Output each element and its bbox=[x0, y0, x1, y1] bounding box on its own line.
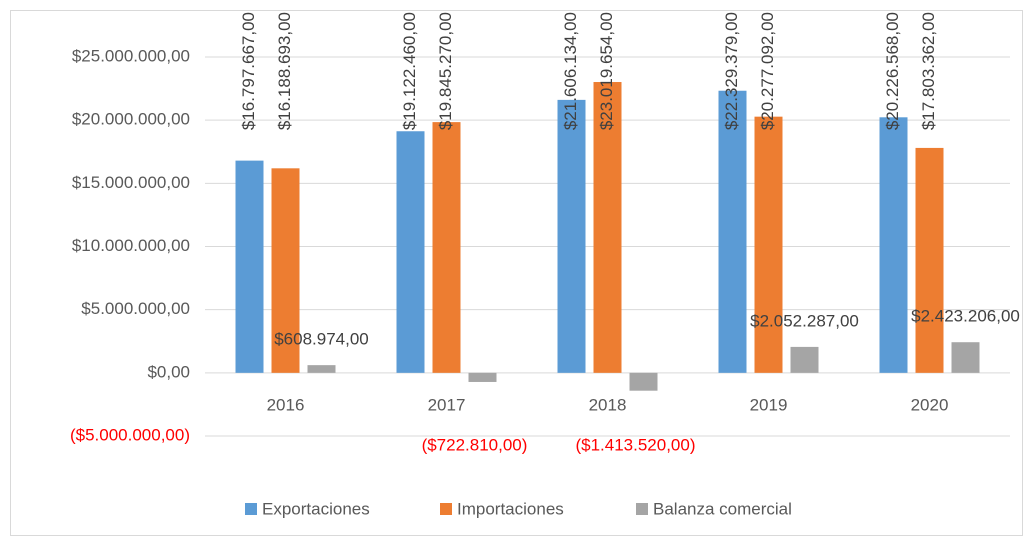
bar bbox=[557, 99, 586, 373]
bar bbox=[915, 147, 944, 373]
value-label: $20.226.568,00 bbox=[883, 12, 902, 130]
value-label: $20.277.092,00 bbox=[758, 12, 777, 130]
value-label: $16.797.667,00 bbox=[239, 12, 258, 130]
y-tick-label: $5.000.000,00 bbox=[81, 299, 190, 318]
legend-swatch bbox=[440, 503, 452, 515]
bar bbox=[593, 82, 622, 373]
y-tick-label: ($5.000.000,00) bbox=[70, 425, 190, 444]
bar bbox=[432, 122, 461, 373]
bar bbox=[235, 160, 264, 373]
value-label: ($722.810,00) bbox=[422, 435, 528, 454]
value-label: $17.803.362,00 bbox=[919, 12, 938, 130]
bar bbox=[468, 372, 497, 382]
value-label: $22.329.379,00 bbox=[722, 12, 741, 130]
y-tick-label: $20.000.000,00 bbox=[72, 110, 190, 129]
value-label: $608.974,00 bbox=[274, 330, 369, 349]
y-tick-label: $0,00 bbox=[147, 362, 190, 381]
y-tick-label: $10.000.000,00 bbox=[72, 236, 190, 255]
bar bbox=[271, 168, 300, 373]
x-tick-label: 2018 bbox=[589, 395, 627, 414]
legend-swatch bbox=[636, 503, 648, 515]
x-tick-label: 2016 bbox=[267, 395, 305, 414]
value-label: $16.188.693,00 bbox=[275, 12, 294, 130]
value-label: ($1.413.520,00) bbox=[575, 435, 695, 454]
x-tick-label: 2017 bbox=[428, 395, 466, 414]
value-label: $2.052.287,00 bbox=[750, 311, 859, 330]
x-tick-label: 2019 bbox=[750, 395, 788, 414]
legend-swatch bbox=[245, 503, 257, 515]
bar bbox=[629, 372, 658, 391]
legend-label: Exportaciones bbox=[262, 499, 370, 518]
y-tick-label: $25.000.000,00 bbox=[72, 46, 190, 65]
chart-border bbox=[10, 10, 1023, 536]
y-tick-label: $15.000.000,00 bbox=[72, 173, 190, 192]
bar bbox=[790, 346, 819, 373]
value-label: $23.019.654,00 bbox=[597, 12, 616, 130]
value-label: $19.845.270,00 bbox=[436, 12, 455, 130]
value-label: $2.423.206,00 bbox=[911, 307, 1020, 326]
bar bbox=[951, 342, 980, 373]
value-label: $21.606.134,00 bbox=[561, 12, 580, 130]
bar bbox=[718, 90, 747, 373]
legend-label: Importaciones bbox=[457, 499, 564, 518]
bar bbox=[879, 117, 908, 373]
bar bbox=[754, 116, 783, 373]
x-tick-label: 2020 bbox=[911, 395, 949, 414]
legend-label: Balanza comercial bbox=[653, 499, 792, 518]
bar bbox=[396, 131, 425, 373]
value-label: $19.122.460,00 bbox=[400, 12, 419, 130]
bar bbox=[307, 365, 336, 373]
